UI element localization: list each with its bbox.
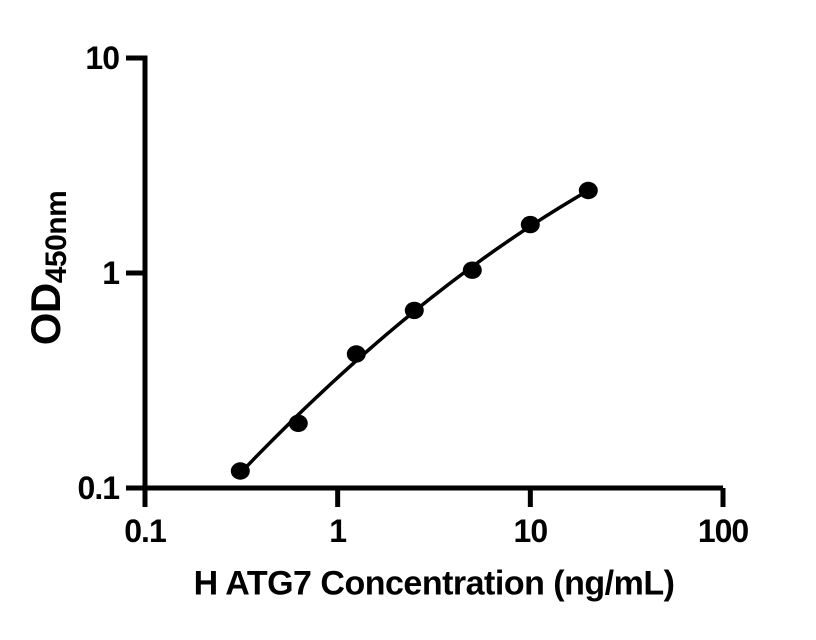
- y-axis-title-main: OD: [22, 283, 69, 346]
- axis-lines: [142, 55, 724, 491]
- data-points-group: [230, 181, 598, 480]
- y-axis-tick-label: 10: [85, 40, 119, 76]
- x-axis-title: H ATG7 Concentration (ng/mL): [193, 564, 675, 603]
- y-axis-tick-label: 0.1: [78, 470, 120, 506]
- y-axis-title-subscript: 450nm: [40, 190, 73, 284]
- axes-group: [142, 55, 724, 491]
- x-axis-tick-label: 1: [329, 513, 346, 549]
- data-point-marker: [288, 414, 308, 432]
- ticks-group: [126, 55, 726, 507]
- tick-labels-group: 0.1 1 10 0.1 1 10 100: [78, 40, 750, 549]
- y-axis-tick-label: 1: [102, 255, 119, 291]
- fit-curve-group: [239, 188, 590, 475]
- data-point-marker: [404, 301, 424, 320]
- x-axis-tick-label: 0.1: [124, 513, 166, 549]
- data-point-marker: [462, 261, 482, 279]
- data-point-marker: [346, 345, 366, 363]
- data-point-marker: [230, 462, 250, 480]
- x-axis-tick-label: 10: [514, 513, 548, 549]
- x-axis-tick-label: 100: [698, 513, 749, 549]
- data-point-marker: [520, 215, 540, 234]
- fit-curve-line: [239, 188, 590, 475]
- data-point-marker: [578, 181, 598, 200]
- y-axis-title: OD450nm: [22, 191, 74, 346]
